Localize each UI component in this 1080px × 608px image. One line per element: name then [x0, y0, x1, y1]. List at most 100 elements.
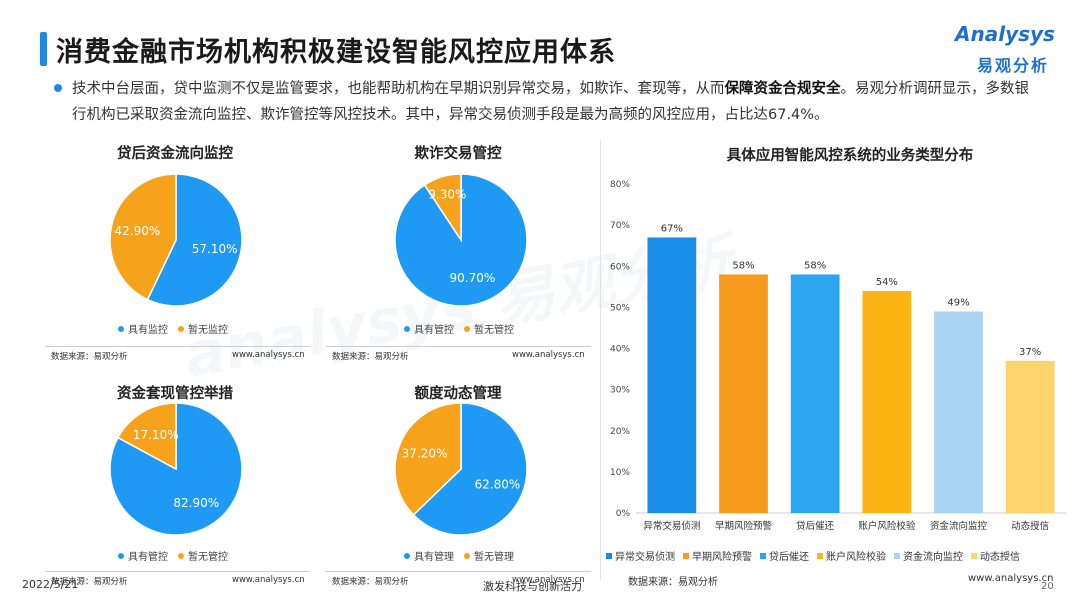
pie-label-0-1: 42.90% — [114, 224, 160, 238]
pie-legend-label: 具有管理 — [414, 552, 454, 563]
pie-label-0-0: 57.10% — [192, 242, 238, 256]
title-accent-bar — [40, 32, 47, 66]
x-category-label: 早期风险预警 — [715, 520, 773, 532]
legend-square-icon — [606, 552, 612, 559]
pie-legend-label: 暂无管控 — [188, 552, 228, 563]
bar-1 — [719, 274, 768, 513]
pie-title-0: 贷后资金流向监控 — [117, 146, 233, 162]
bar-value-label: 37% — [1019, 347, 1041, 358]
pie-legend-3: 具有管理 暂无管理 — [404, 548, 524, 563]
pie-legend-2: 具有管控 暂无管控 — [118, 548, 238, 563]
pie-label-3-0: 62.80% — [475, 477, 521, 491]
pie-source-url: www.analysys.cn — [232, 575, 305, 585]
logo-en-text: Analysys — [955, 22, 1055, 46]
pie-legend-item: 暂无管理 — [464, 548, 514, 563]
pie-chart-0: 57.10% 42.90% — [109, 173, 243, 307]
pie-label-1-0: 90.70% — [450, 271, 496, 285]
pie-legend-item: 具有管控 — [404, 321, 454, 336]
bar-4 — [934, 311, 983, 513]
pie-legend-item: 暂无管控 — [464, 321, 514, 336]
bar-legend-label: 账户风险校验 — [826, 552, 886, 563]
intro-text-before: 技术中台层面，贷中监测不仅是监管要求，也能帮助机构在早期识别异常交易，如欺诈、套… — [72, 81, 725, 97]
bar-value-label: 58% — [732, 260, 754, 271]
y-tick-label: 10% — [610, 468, 630, 478]
legend-dot-icon — [464, 325, 470, 332]
bar-legend-label: 早期风险预警 — [692, 552, 752, 563]
pie-source: 数据来源：易观分析 — [51, 352, 128, 362]
bar-value-label: 54% — [876, 277, 898, 288]
pie-legend-item: 具有管控 — [118, 548, 168, 563]
bar-legend-label: 异常交易侦测 — [615, 552, 675, 563]
pie-slice-3-1 — [394, 402, 462, 516]
bar-chart: 0% 10% 20% 30% 40% 50% 60% 70% 80% 67% 异常交易侦测 58% 早期… — [610, 180, 1066, 532]
pie-legend-label: 暂无管控 — [474, 325, 514, 336]
bar-legend-item: 贷后催还 — [760, 548, 809, 563]
legend-dot-icon — [118, 552, 124, 559]
bar-3 — [862, 290, 912, 513]
pie-source: 数据来源：易观分析 — [51, 577, 128, 587]
legend-dot-icon — [118, 325, 124, 332]
brand-logo: Analysys 易观分析 — [955, 22, 1065, 82]
bar-legend-item: 异常交易侦测 — [606, 548, 675, 563]
pie-title-2: 资金套现管控举措 — [117, 386, 233, 402]
y-tick-label: 80% — [610, 180, 630, 190]
pie-source: 数据来源：易观分析 — [332, 577, 409, 587]
footer-slogan: 激发科技与创新活力 — [483, 580, 582, 593]
intro-text-bold: 保障资金合规安全 — [724, 81, 841, 97]
bar-legend-item: 早期风险预警 — [683, 548, 752, 563]
legend-dot-icon — [178, 552, 184, 559]
x-category-label: 异常交易侦测 — [643, 520, 700, 532]
source-divider — [326, 346, 591, 347]
y-tick-label: 50% — [610, 303, 630, 313]
bar-legend-item: 账户风险校验 — [817, 548, 886, 563]
pie-legend-label: 暂无监控 — [188, 325, 228, 336]
x-category-label: 贷后催还 — [796, 520, 835, 532]
panel-divider — [600, 140, 601, 580]
pie-slice-3-0 — [412, 402, 528, 536]
y-tick-label: 20% — [610, 427, 630, 437]
source-divider — [326, 571, 591, 572]
pie-chart-2: 82.90% 17.10% — [109, 402, 243, 536]
intro-text-after: 。易观分析调研显示，多数银行机构已采取资金流向监控、欺诈管控等风控技术。其中，异… — [72, 81, 1029, 123]
pie-source: 数据来源：易观分析 — [332, 352, 409, 362]
y-tick-label: 0% — [616, 509, 631, 519]
bar-legend-label: 资金流向监控 — [903, 552, 963, 563]
footer-date: 2022/5/21 — [22, 578, 79, 591]
pie-legend-item: 具有监控 — [118, 321, 168, 336]
pie-legend-1: 具有管控 暂无管控 — [404, 321, 524, 336]
bar-chart-title: 具体应用智能风控系统的业务类型分布 — [726, 148, 974, 164]
bar-chart-source: 数据来源：易观分析 — [628, 577, 718, 588]
page-number: 20 — [1041, 581, 1054, 592]
bar-2 — [790, 274, 840, 513]
y-tick-label: 60% — [610, 262, 630, 272]
bar-legend-label: 贷后催还 — [769, 552, 809, 563]
pie-legend-label: 暂无管理 — [474, 552, 514, 563]
pie-legend-item: 暂无监控 — [178, 321, 228, 336]
pie-label-2-0: 82.90% — [173, 496, 219, 510]
source-divider — [45, 571, 310, 572]
legend-square-icon — [760, 552, 766, 559]
intro-paragraph: 技术中台层面，贷中监测不仅是监管要求，也能帮助机构在早期识别异常交易，如欺诈、套… — [72, 76, 1042, 128]
pie-chart-1: 90.70% 9.30% — [394, 173, 528, 307]
bar-value-label: 67% — [661, 223, 683, 234]
pie-slice-2-1 — [116, 402, 177, 471]
x-category-label: 资金流向监控 — [930, 520, 988, 532]
pie-slice-0-1 — [109, 173, 177, 301]
pie-slice-0-0 — [146, 173, 243, 307]
pie-slice-1-1 — [423, 173, 462, 243]
pie-legend-item: 暂无管控 — [178, 548, 228, 563]
page-title: 消费金融市场机构积极建设智能风控应用体系 — [56, 37, 616, 68]
legend-square-icon — [817, 552, 823, 559]
x-category-label: 动态授信 — [1011, 520, 1049, 532]
bar-value-label: 49% — [947, 297, 969, 308]
legend-dot-icon — [178, 325, 184, 332]
y-tick-label: 30% — [610, 386, 630, 396]
pie-legend-item: 具有管理 — [404, 548, 454, 563]
legend-square-icon — [971, 552, 977, 559]
legend-square-icon — [894, 552, 900, 559]
pie-title-3: 额度动态管理 — [414, 386, 502, 402]
bar-0 — [647, 237, 697, 513]
bar-chart-url: www.analysys.cn — [968, 573, 1054, 584]
pie-legend-label: 具有管控 — [414, 325, 454, 336]
y-tick-label: 40% — [610, 345, 630, 355]
